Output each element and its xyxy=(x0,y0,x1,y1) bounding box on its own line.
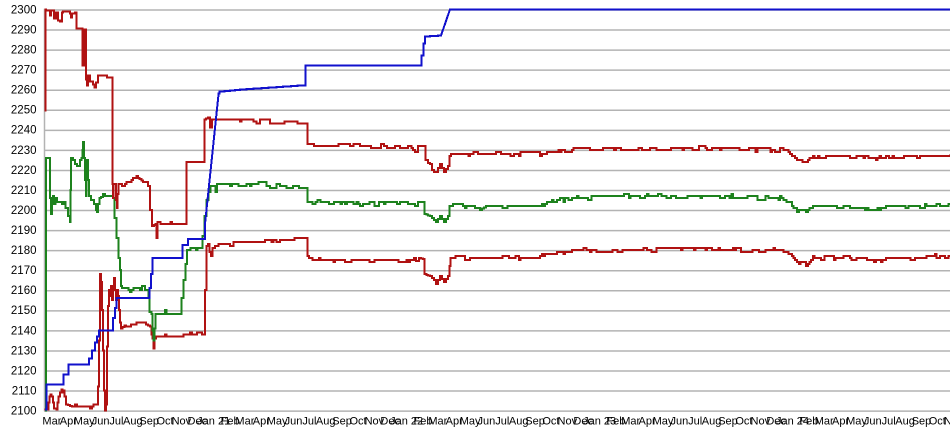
svg-text:2240: 2240 xyxy=(11,125,37,137)
svg-text:Sep: Sep xyxy=(912,416,932,428)
svg-text:Dec: Dec xyxy=(766,416,786,428)
svg-text:Apr: Apr xyxy=(832,416,849,428)
svg-text:Mar: Mar xyxy=(621,416,640,428)
svg-text:2250: 2250 xyxy=(11,105,37,117)
svg-text:Mar: Mar xyxy=(428,416,447,428)
svg-text:Feb: Feb xyxy=(414,416,433,428)
svg-text:Jul: Jul xyxy=(882,416,896,428)
svg-text:2280: 2280 xyxy=(11,45,37,57)
svg-text:2130: 2130 xyxy=(11,345,37,357)
svg-text:2100: 2100 xyxy=(11,406,37,418)
svg-text:Mar: Mar xyxy=(815,416,834,428)
svg-text:Aug: Aug xyxy=(316,416,336,428)
svg-text:Jul: Jul xyxy=(688,416,702,428)
svg-text:2300: 2300 xyxy=(11,4,37,16)
svg-text:Aug: Aug xyxy=(123,416,143,428)
svg-text:Sep: Sep xyxy=(332,416,352,428)
svg-text:2150: 2150 xyxy=(11,305,37,317)
svg-text:Oct: Oct xyxy=(735,416,752,428)
svg-text:Jul: Jul xyxy=(302,416,316,428)
svg-text:2220: 2220 xyxy=(11,165,37,177)
svg-text:Oct: Oct xyxy=(156,416,173,428)
svg-text:2260: 2260 xyxy=(11,85,37,97)
svg-text:2170: 2170 xyxy=(11,265,37,277)
svg-text:2180: 2180 xyxy=(11,245,37,257)
svg-text:Sep: Sep xyxy=(525,416,545,428)
svg-text:Apr: Apr xyxy=(446,416,463,428)
svg-text:2290: 2290 xyxy=(11,25,37,37)
svg-text:Oct: Oct xyxy=(349,416,366,428)
svg-text:2110: 2110 xyxy=(12,385,37,397)
svg-text:Nov: Nov xyxy=(558,416,578,428)
svg-text:Jul: Jul xyxy=(109,416,123,428)
svg-text:Apr: Apr xyxy=(60,416,77,428)
svg-text:2230: 2230 xyxy=(11,145,37,157)
svg-text:Feb: Feb xyxy=(606,416,625,428)
svg-text:Dec: Dec xyxy=(188,416,208,428)
svg-text:May: May xyxy=(460,416,481,428)
svg-text:2210: 2210 xyxy=(11,185,37,197)
svg-text:May: May xyxy=(267,416,288,428)
svg-text:Dec: Dec xyxy=(380,416,400,428)
svg-text:2140: 2140 xyxy=(11,325,37,337)
svg-text:Mar: Mar xyxy=(235,416,254,428)
svg-text:Jun: Jun xyxy=(671,416,689,428)
svg-text:Apr: Apr xyxy=(639,416,656,428)
svg-text:May: May xyxy=(846,416,867,428)
svg-text:Feb: Feb xyxy=(221,416,240,428)
svg-text:Jun: Jun xyxy=(285,416,303,428)
svg-text:May: May xyxy=(74,416,95,428)
svg-text:2270: 2270 xyxy=(11,65,37,77)
svg-text:2200: 2200 xyxy=(11,205,37,217)
svg-text:Jan 24: Jan 24 xyxy=(776,416,809,428)
svg-text:Oct: Oct xyxy=(542,416,559,428)
svg-text:Apr: Apr xyxy=(253,416,270,428)
svg-text:Nov: Nov xyxy=(172,416,192,428)
svg-text:Jul: Jul xyxy=(495,416,509,428)
svg-text:May: May xyxy=(653,416,674,428)
svg-text:Aug: Aug xyxy=(895,416,915,428)
svg-text:Sep: Sep xyxy=(718,416,738,428)
svg-text:2120: 2120 xyxy=(11,365,37,377)
svg-text:Jan 22: Jan 22 xyxy=(390,416,423,428)
svg-text:Mar: Mar xyxy=(42,416,61,428)
svg-text:Jan 23: Jan 23 xyxy=(583,416,616,428)
svg-text:Jun: Jun xyxy=(478,416,496,428)
svg-text:Nov: Nov xyxy=(751,416,771,428)
svg-text:Nov: Nov xyxy=(944,416,950,428)
svg-text:Nov: Nov xyxy=(365,416,385,428)
svg-text:Jan 21: Jan 21 xyxy=(197,416,230,428)
svg-text:Jun: Jun xyxy=(92,416,110,428)
svg-text:2190: 2190 xyxy=(11,225,37,237)
svg-text:Sep: Sep xyxy=(139,416,159,428)
svg-text:2160: 2160 xyxy=(11,285,37,297)
svg-text:Aug: Aug xyxy=(509,416,529,428)
svg-text:Feb: Feb xyxy=(799,416,818,428)
svg-text:Jun: Jun xyxy=(864,416,882,428)
svg-text:Oct: Oct xyxy=(929,416,946,428)
svg-text:Aug: Aug xyxy=(702,416,722,428)
svg-text:Dec: Dec xyxy=(573,416,593,428)
